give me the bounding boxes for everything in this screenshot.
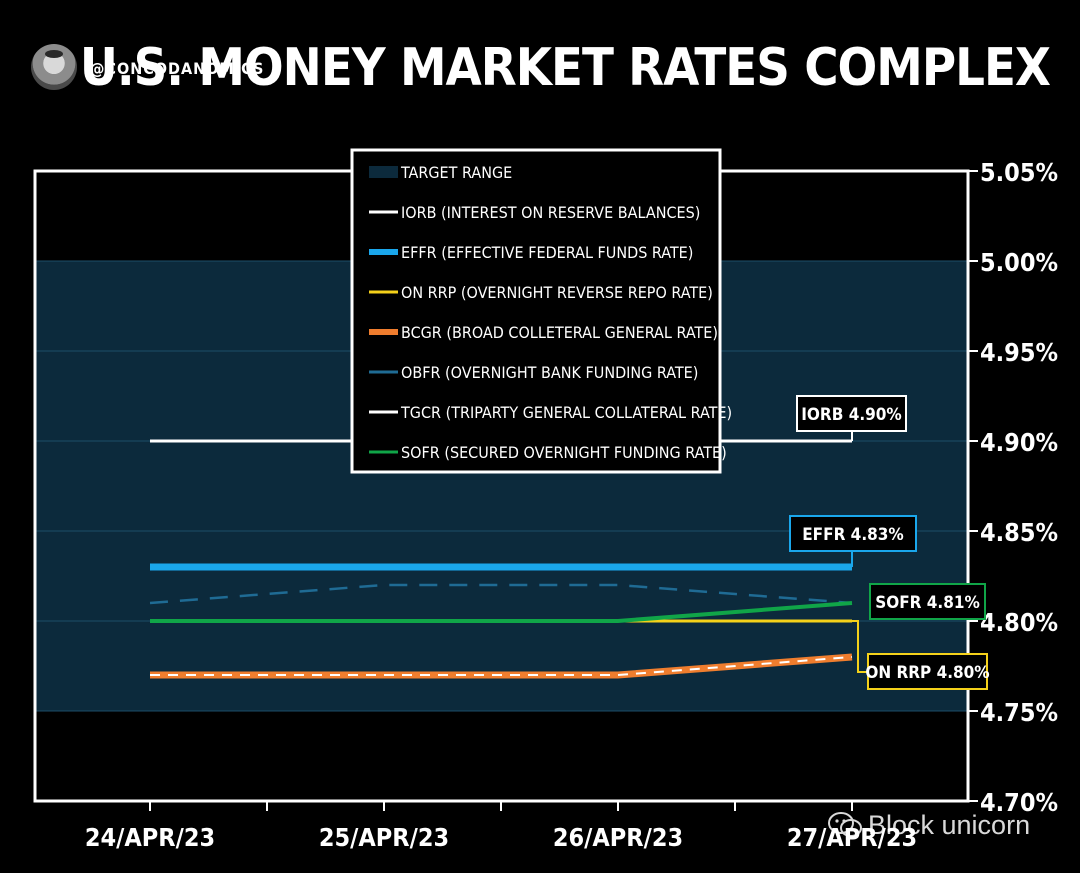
annotation-box bbox=[869, 583, 986, 620]
annotation-label: IORB 4.90% bbox=[801, 405, 902, 425]
series-line-tgcr bbox=[150, 656, 853, 676]
annotation-label: ON RRP 4.80% bbox=[865, 663, 989, 683]
legend-label: SOFR (SECURED OVERNIGHT FUNDING RATE) bbox=[401, 443, 727, 462]
y-tick-label: 4.85% bbox=[980, 518, 1058, 547]
legend-label: EFFR (EFFECTIVE FEDERAL FUNDS RATE) bbox=[401, 243, 693, 262]
y-tick-label: 5.05% bbox=[980, 158, 1058, 187]
annotation-label: SOFR 4.81% bbox=[875, 593, 980, 613]
wechat-icon bbox=[828, 812, 862, 838]
legend-label: OBFR (OVERNIGHT BANK FUNDING RATE) bbox=[401, 363, 698, 382]
legend-label: ON RRP (OVERNIGHT REVERSE REPO RATE) bbox=[401, 283, 713, 302]
y-tick-label: 4.70% bbox=[980, 788, 1058, 817]
legend-label: IORB (INTEREST ON RESERVE BALANCES) bbox=[401, 203, 700, 222]
author-handle: @CONCODANOMICS bbox=[90, 59, 265, 78]
legend-label: BCGR (BROAD COLLETERAL GENERAL RATE) bbox=[401, 323, 718, 342]
x-tick-label: 24/APR/23 bbox=[85, 823, 215, 852]
y-tick-label: 4.80% bbox=[980, 608, 1058, 637]
y-tick-label: 4.95% bbox=[980, 338, 1058, 367]
y-tick-label: 4.90% bbox=[980, 428, 1058, 457]
annotation-leader bbox=[852, 620, 868, 673]
legend-label: TARGET RANGE bbox=[400, 163, 512, 182]
annotation-box bbox=[867, 653, 988, 690]
annotation-box bbox=[796, 395, 907, 432]
y-tick-label: 4.75% bbox=[980, 698, 1058, 727]
chart-title: U.S. MONEY MARKET RATES COMPLEX bbox=[79, 38, 1051, 98]
author-avatar bbox=[31, 44, 77, 90]
legend-box bbox=[350, 148, 722, 474]
x-tick-label: 25/APR/23 bbox=[319, 823, 449, 852]
series-line-sofr bbox=[150, 601, 853, 623]
watermark-text: Block unicorn bbox=[868, 810, 1031, 840]
annotation-label: EFFR 4.83% bbox=[802, 525, 904, 545]
series-line-obfr bbox=[149, 583, 853, 605]
x-tick-label: 26/APR/23 bbox=[553, 823, 683, 852]
annotation-box bbox=[789, 515, 917, 552]
legend-swatch bbox=[369, 166, 398, 178]
legend-label: TGCR (TRIPARTY GENERAL COLLATERAL RATE) bbox=[400, 403, 732, 422]
watermark: Block unicorn bbox=[828, 810, 1030, 841]
y-tick-label: 5.00% bbox=[980, 248, 1058, 277]
